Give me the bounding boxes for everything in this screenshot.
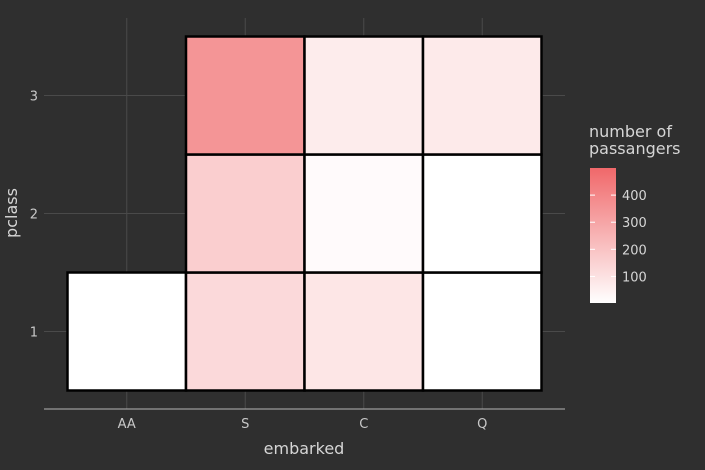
y-tick-label: 1 — [30, 326, 38, 341]
heatmap-cell-c-3 — [303, 35, 425, 156]
heatmap-cell-s-2 — [184, 153, 306, 274]
y-tick-label: 3 — [30, 90, 38, 105]
legend-title-line-2: passangers — [589, 139, 681, 158]
heatmap-cell-q-2 — [421, 153, 543, 274]
heatmap-cell-c-2 — [303, 153, 425, 274]
heatmap-cell-s-3 — [184, 35, 306, 156]
heatmap-cell-c-1 — [303, 271, 425, 392]
y-tick-label: 2 — [30, 208, 38, 223]
y-axis-title: pclass — [2, 188, 21, 238]
x-tick-label: S — [241, 417, 249, 432]
heatmap-cell-q-1 — [421, 271, 543, 392]
x-tick-label: Q — [477, 417, 487, 432]
legend-color-bar — [590, 168, 616, 303]
legend-tick-label: 300 — [622, 216, 647, 231]
legend-tick-label: 400 — [622, 189, 647, 204]
heatmap-cell-s-1 — [184, 271, 306, 392]
heatmap-cell-q-3 — [421, 35, 543, 156]
color-legend: number of passangers 100 200 300 400 — [589, 122, 681, 303]
heatmap-cell-aa-1 — [66, 271, 188, 392]
legend-title-line-1: number of — [589, 122, 672, 141]
legend-tick-label: 100 — [622, 270, 647, 285]
legend-tick-label: 200 — [622, 243, 647, 258]
x-tick-labels: AA S C Q — [118, 417, 488, 432]
x-axis-title: embarked — [264, 439, 345, 458]
y-tick-labels: 1 2 3 — [30, 90, 38, 341]
x-tick-label: AA — [118, 417, 136, 432]
legend-ticks: 100 200 300 400 — [590, 189, 647, 285]
heatmap-cells — [66, 35, 543, 392]
x-tick-label: C — [359, 417, 368, 432]
